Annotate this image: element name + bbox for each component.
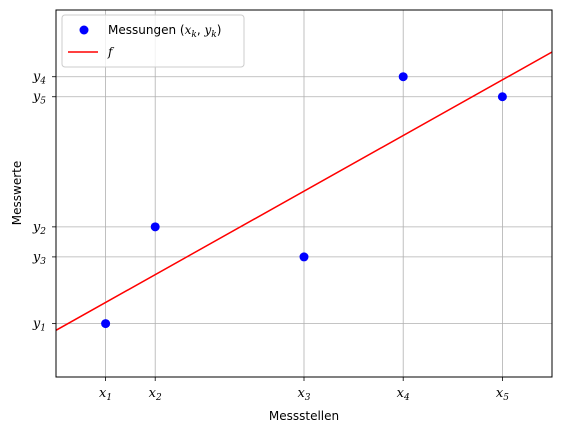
y-axis-label: Messwerte [10,161,24,225]
legend-marker-measurements [79,25,89,35]
y-tick-label: y2 [32,220,46,237]
y-tick-label: y4 [32,70,46,87]
legend-label-f: f [107,45,115,59]
series-line-f [56,51,552,331]
y-tick-label: y3 [32,250,46,267]
y-tick-label: y5 [32,90,46,107]
data-point [299,252,309,262]
plot-frame [55,9,553,378]
data-point [398,72,408,82]
x-tick-label: x2 [149,386,162,403]
legend-box [61,14,245,68]
plot-data [56,51,552,331]
x-tick-labels: x1 x2 x3 x4 x5 [99,386,509,403]
legend-label-measurements: Messungen (xk, yk) [108,23,221,40]
data-point [150,222,160,232]
x-tick-label: x1 [99,386,112,403]
x-tick-label: x5 [496,386,509,403]
data-point [101,319,111,329]
grid [56,10,552,377]
x-axis-label: Messstellen [269,409,339,423]
x-tick-label: x4 [397,386,410,403]
legend: Messungen (xk, yk) f [61,14,245,68]
y-tick-labels: y1 y3 y2 y5 y4 [32,70,46,334]
y-tick-label: y1 [32,317,46,334]
tick-marks [52,76,503,381]
x-tick-label: x3 [297,386,310,403]
data-point [497,92,507,102]
